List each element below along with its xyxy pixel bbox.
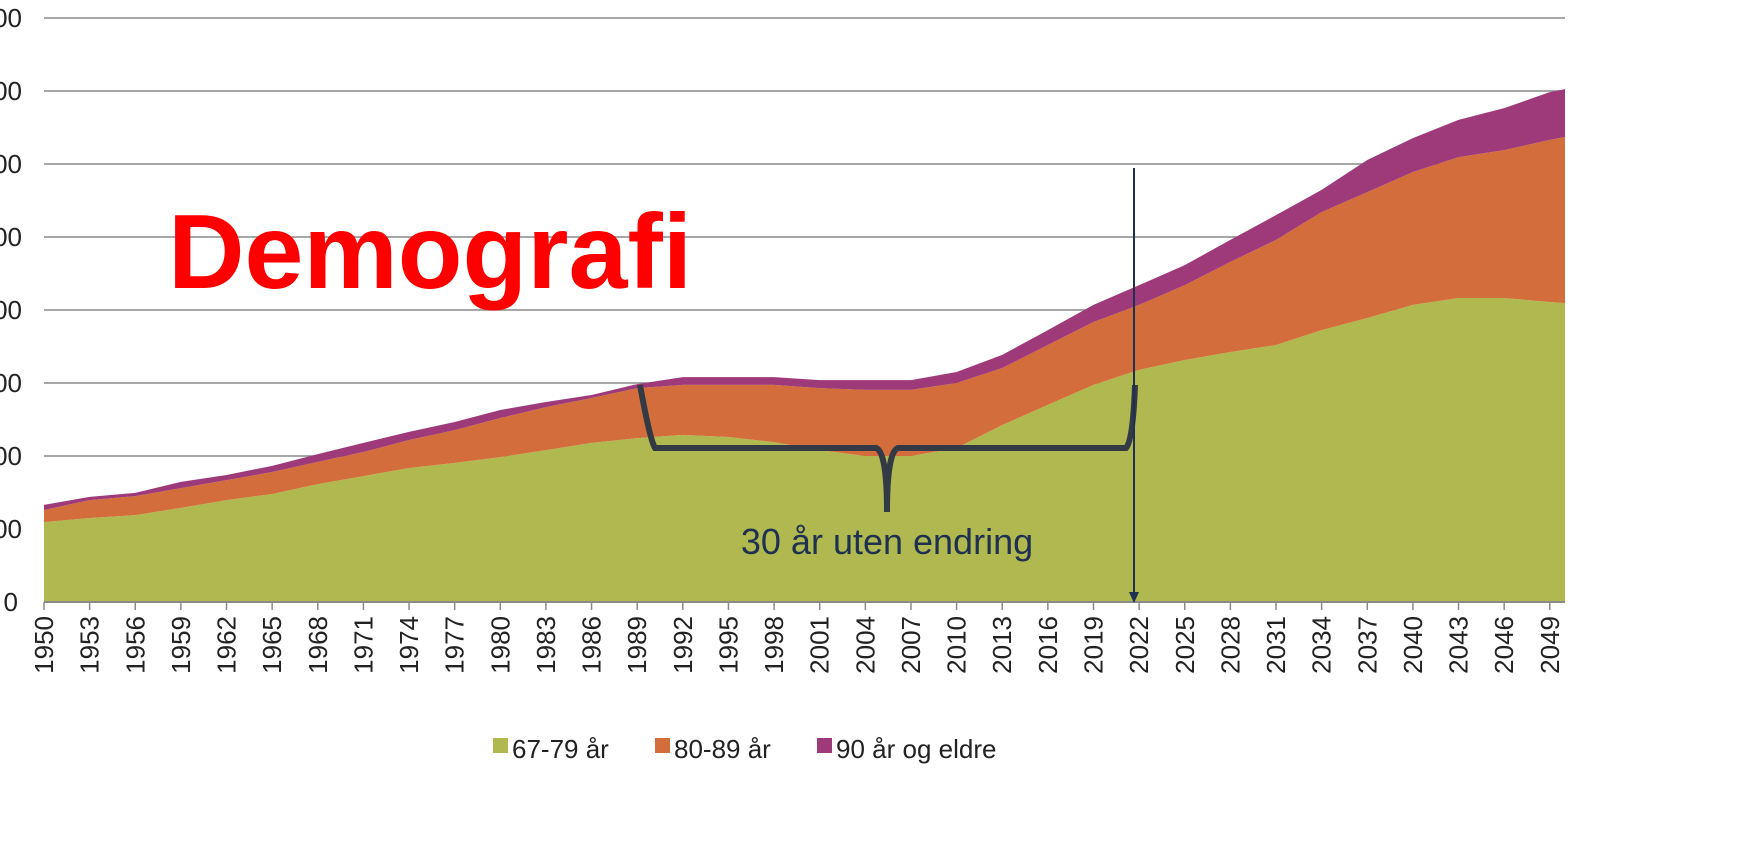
x-tick-label: 1974 (394, 616, 424, 674)
x-tick-label: 1989 (622, 616, 652, 674)
x-tick-label: 2037 (1352, 616, 1382, 674)
legend-swatch (655, 738, 670, 753)
x-tick-label: 2016 (1033, 616, 1063, 674)
x-tick-label: 2007 (896, 616, 926, 674)
legend-label: 90 år og eldre (836, 734, 996, 764)
x-tick-label: 1992 (668, 616, 698, 674)
y-tick-label: 00 (0, 295, 22, 325)
x-tick-label: 2019 (1078, 616, 1108, 674)
x-tick-label: 2022 (1124, 616, 1154, 674)
x-tick-label: 1995 (713, 616, 743, 674)
y-tick-label: 00 (0, 441, 22, 471)
legend: 67-79 år 80-89 år 90 år og eldre (493, 734, 996, 764)
x-tick-label: 1962 (212, 616, 242, 674)
x-tick-label: 1980 (485, 616, 515, 674)
x-tick-label: 2025 (1170, 616, 1200, 674)
x-tick-label: 2043 (1444, 616, 1474, 674)
x-tick-label: 2040 (1398, 616, 1428, 674)
x-tick-label: 2001 (805, 616, 835, 674)
x-tick-label: 1965 (257, 616, 287, 674)
legend-label: 80-89 år (674, 734, 771, 764)
x-tick-label: 1986 (577, 616, 607, 674)
brace (637, 384, 1138, 513)
x-tick-label: 2028 (1215, 616, 1245, 674)
x-tick-label: 1953 (75, 616, 105, 674)
x-tick-label: 2031 (1261, 616, 1291, 674)
legend-swatch (817, 738, 832, 753)
x-tick-label: 2010 (942, 616, 972, 674)
annotation: 30 år uten endring (741, 521, 1033, 562)
x-tick-label: 1950 (29, 616, 59, 674)
x-tick-label: 1977 (440, 616, 470, 674)
x-tick-label: 1998 (759, 616, 789, 674)
x-tick-label: 1971 (348, 616, 378, 674)
x-tick-label: 2013 (987, 616, 1017, 674)
x-tick-label: 1968 (303, 616, 333, 674)
arrow-head (1129, 592, 1139, 603)
y-tick-label: 00 (0, 514, 22, 544)
x-tick-label: 2034 (1307, 616, 1337, 674)
y-tick-label: 0 (4, 587, 18, 617)
y-tick-label: 00 (0, 149, 22, 179)
x-tick-label: 2004 (850, 616, 880, 674)
legend-swatch (493, 738, 508, 753)
x-tick-label: 1959 (166, 616, 196, 674)
y-tick-label: 00 (0, 222, 22, 252)
y-tick-label: 00 (0, 3, 22, 33)
y-tick-label: 00 (0, 368, 22, 398)
x-tick-label: 1956 (120, 616, 150, 674)
legend-label: 67-79 år (512, 734, 609, 764)
x-tick-label: 2049 (1535, 616, 1565, 674)
y-tick-label: 00 (0, 76, 22, 106)
x-tick-label: 1983 (531, 616, 561, 674)
chart-title: Demografi (168, 193, 692, 311)
x-tick-label: 2046 (1489, 616, 1519, 674)
